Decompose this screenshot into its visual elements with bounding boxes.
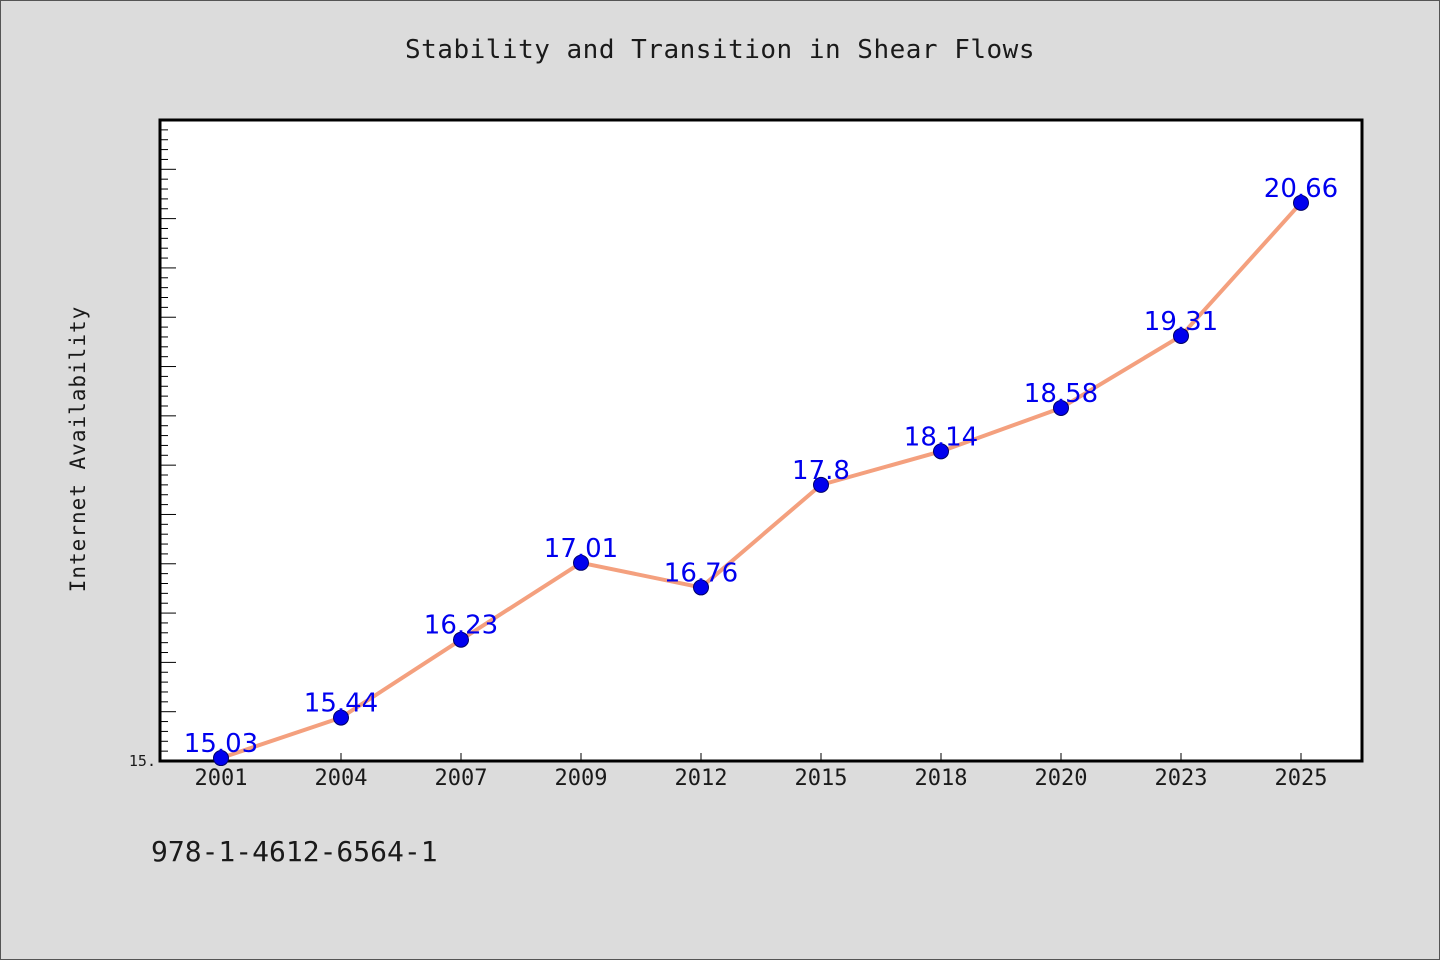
chart-title: Stability and Transition in Shear Flows xyxy=(405,35,1035,65)
x-tick-label: 2025 xyxy=(1275,766,1328,791)
data-point xyxy=(1053,399,1069,416)
x-tick-label: 2009 xyxy=(555,766,608,791)
plot-area xyxy=(158,118,1364,763)
x-axis-tick-labels: 2001 2004 2007 2009 2012 2015 2018 2020 2023 2025 xyxy=(195,766,1328,791)
data-point xyxy=(933,443,949,460)
data-point xyxy=(573,554,589,571)
data-point xyxy=(693,579,709,596)
x-tick-label: 2015 xyxy=(795,766,848,791)
data-label: 15.03 xyxy=(184,729,258,759)
data-label: 20.66 xyxy=(1264,174,1338,204)
data-label: 17.8 xyxy=(792,456,850,486)
data-label: 18.58 xyxy=(1024,379,1098,409)
x-tick-label: 2007 xyxy=(435,766,488,791)
data-point xyxy=(213,750,229,767)
data-label: 15.44 xyxy=(304,689,378,719)
data-label: 19.31 xyxy=(1144,307,1218,337)
x-tick-label: 2018 xyxy=(915,766,968,791)
x-tick-label: 2023 xyxy=(1155,766,1208,791)
data-label: 18.14 xyxy=(904,422,978,452)
data-label: 16.76 xyxy=(664,558,738,588)
data-label: 16.23 xyxy=(424,611,498,641)
isbn-text: 978-1-4612-6564-1 xyxy=(151,835,438,868)
data-point xyxy=(1173,327,1189,344)
y-tick-label: 15. xyxy=(129,752,156,770)
y-axis-tick-labels: 15. xyxy=(129,752,156,770)
data-point xyxy=(333,709,349,726)
series-line xyxy=(219,200,1303,761)
series-line-group xyxy=(219,200,1303,761)
x-tick-label: 2001 xyxy=(195,766,248,791)
data-markers xyxy=(213,194,1309,767)
y-axis-ticks xyxy=(160,129,176,762)
data-point xyxy=(1293,194,1309,211)
data-point xyxy=(453,631,469,648)
data-labels: 15.03 15.44 16.23 17.01 16.76 17.8 18.14 18.58 1… xyxy=(184,174,1338,759)
x-tick-label: 2012 xyxy=(675,766,728,791)
x-tick-label: 2020 xyxy=(1035,766,1088,791)
x-tick-label: 2004 xyxy=(315,766,368,791)
data-label: 17.01 xyxy=(544,534,618,564)
data-point xyxy=(813,476,829,493)
